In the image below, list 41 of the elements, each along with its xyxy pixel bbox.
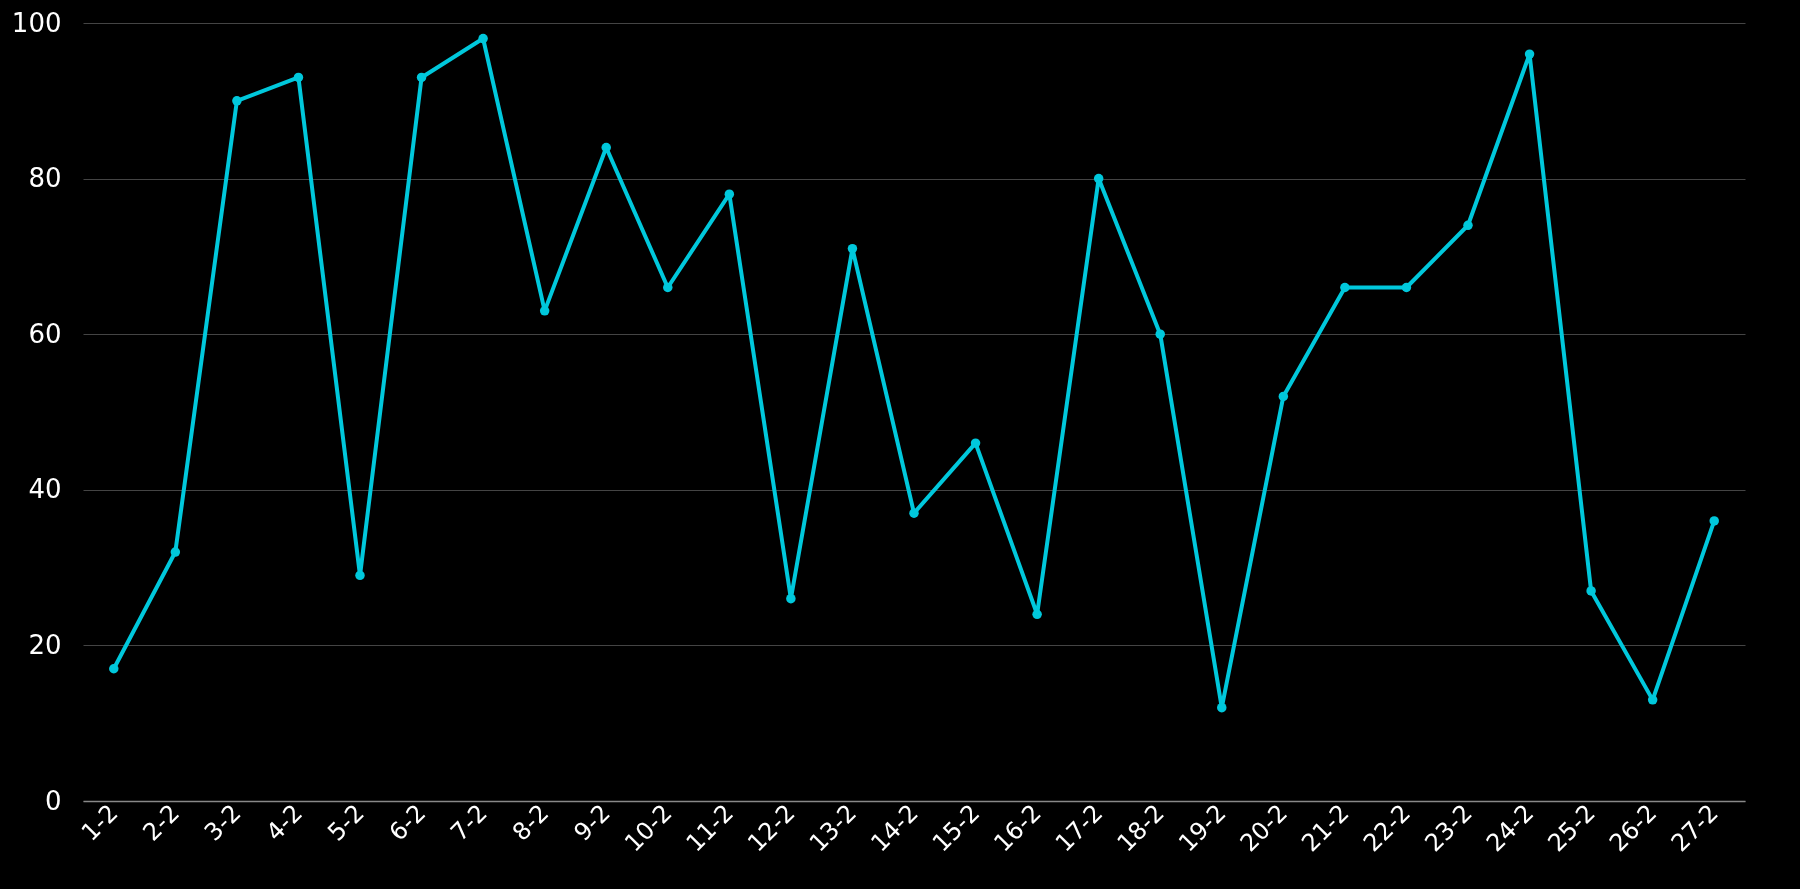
y-tick-label: 0: [44, 785, 62, 816]
x-tick-label: 6-2: [383, 798, 432, 847]
point: [847, 243, 858, 254]
x-tick-label: 5-2: [322, 798, 370, 847]
point: [909, 508, 919, 518]
point: [724, 189, 735, 199]
x-tick-label: 8-2: [506, 798, 555, 847]
point: [970, 438, 981, 448]
point: [1401, 282, 1412, 293]
point: [232, 96, 242, 106]
point: [293, 72, 304, 83]
y-tick-label: 60: [28, 318, 62, 349]
y-tick-label: 20: [28, 629, 62, 660]
x-tick-label: 1-2: [75, 798, 124, 847]
point: [1647, 695, 1658, 705]
x-tick-label: 9-2: [568, 798, 616, 847]
x-tick-label: 4-2: [260, 798, 309, 847]
point: [539, 306, 550, 316]
y-tick-label: 40: [28, 474, 62, 505]
point: [355, 570, 365, 581]
point: [478, 33, 488, 44]
x-tick-label: 7-2: [445, 798, 493, 847]
point: [1709, 516, 1719, 526]
y-tick-label: 100: [11, 7, 62, 38]
point: [170, 547, 181, 557]
point: [663, 282, 673, 293]
point: [1093, 173, 1104, 184]
point: [1463, 220, 1473, 231]
point: [786, 593, 796, 604]
point: [416, 72, 427, 83]
point: [1032, 609, 1042, 620]
x-tick-label: 2-2: [137, 798, 186, 847]
point: [1586, 586, 1596, 596]
x-tick-label: 3-2: [199, 798, 247, 847]
point: [1155, 329, 1165, 339]
point: [1217, 702, 1227, 713]
point: [1278, 391, 1289, 402]
point: [1524, 49, 1535, 59]
point: [1340, 282, 1350, 293]
point: [109, 664, 119, 674]
y-tick-label: 80: [28, 163, 62, 194]
